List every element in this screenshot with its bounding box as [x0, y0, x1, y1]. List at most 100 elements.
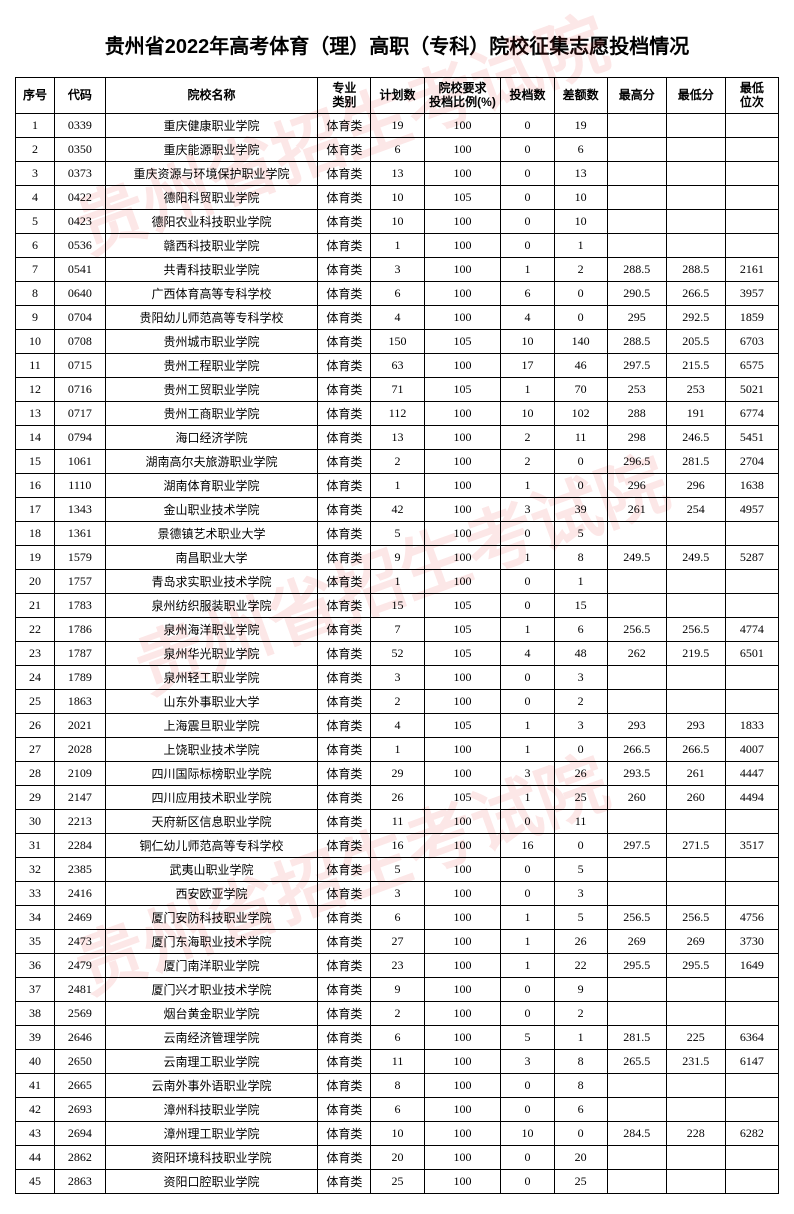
table-cell: 体育类 — [318, 497, 371, 521]
table-cell: 体育类 — [318, 881, 371, 905]
table-cell: 5 — [371, 857, 424, 881]
table-cell — [607, 881, 666, 905]
table-header-cell: 差额数 — [554, 78, 607, 114]
table-cell: 2694 — [54, 1121, 105, 1145]
table-cell — [607, 161, 666, 185]
table-cell: 3 — [501, 761, 554, 785]
table-cell: 256.5 — [666, 617, 725, 641]
table-cell: 100 — [424, 401, 501, 425]
table-cell — [725, 665, 778, 689]
table-cell: 体育类 — [318, 353, 371, 377]
table-cell — [725, 113, 778, 137]
table-row: 161110湖南体育职业学院体育类1100102962961638 — [16, 473, 779, 497]
table-cell: 4 — [501, 641, 554, 665]
table-cell — [725, 1169, 778, 1193]
page-title: 贵州省2022年高考体育（理）高职（专科）院校征集志愿投档情况 — [15, 30, 779, 59]
table-cell: 2693 — [54, 1097, 105, 1121]
table-cell: 2479 — [54, 953, 105, 977]
table-cell: 0 — [501, 593, 554, 617]
table-cell: 3517 — [725, 833, 778, 857]
table-cell — [666, 161, 725, 185]
table-cell — [607, 209, 666, 233]
table-cell: 288.5 — [607, 257, 666, 281]
table-cell: 1789 — [54, 665, 105, 689]
table-cell: 100 — [424, 113, 501, 137]
table-cell: 4957 — [725, 497, 778, 521]
table-cell — [725, 809, 778, 833]
table-cell: 296 — [607, 473, 666, 497]
table-cell: 0 — [554, 737, 607, 761]
table-cell: 100 — [424, 881, 501, 905]
table-cell: 3730 — [725, 929, 778, 953]
table-row: 211783泉州纺织服装职业学院体育类15105015 — [16, 593, 779, 617]
table-cell: 100 — [424, 833, 501, 857]
table-cell: 天府新区信息职业学院 — [105, 809, 318, 833]
table-cell: 0 — [501, 1001, 554, 1025]
table-cell: 0 — [501, 881, 554, 905]
table-cell: 1 — [554, 1025, 607, 1049]
table-cell: 2161 — [725, 257, 778, 281]
table-cell: 1 — [501, 737, 554, 761]
table-cell — [666, 521, 725, 545]
table-cell — [725, 161, 778, 185]
table-cell: 8 — [554, 545, 607, 569]
table-cell: 1 — [501, 713, 554, 737]
table-cell: 17 — [501, 353, 554, 377]
table-cell: 1 — [501, 785, 554, 809]
table-cell: 298 — [607, 425, 666, 449]
table-cell: 100 — [424, 209, 501, 233]
table-cell — [607, 977, 666, 1001]
table-cell: 0 — [501, 665, 554, 689]
table-cell: 体育类 — [318, 401, 371, 425]
table-cell: 贵州工程职业学院 — [105, 353, 318, 377]
table-row: 20350重庆能源职业学院体育类610006 — [16, 137, 779, 161]
table-cell: 0423 — [54, 209, 105, 233]
table-cell: 205.5 — [666, 329, 725, 353]
table-cell: 105 — [424, 713, 501, 737]
table-cell: 100 — [424, 1145, 501, 1169]
table-cell: 44 — [16, 1145, 55, 1169]
table-cell: 云南外事外语职业学院 — [105, 1073, 318, 1097]
table-cell: 4007 — [725, 737, 778, 761]
table-cell: 1787 — [54, 641, 105, 665]
table-cell — [725, 881, 778, 905]
table-cell: 13 — [16, 401, 55, 425]
table-cell: 0708 — [54, 329, 105, 353]
table-cell: 体育类 — [318, 329, 371, 353]
table-cell: 体育类 — [318, 569, 371, 593]
table-cell: 0 — [501, 977, 554, 1001]
table-cell: 0 — [501, 857, 554, 881]
table-cell: 0 — [501, 113, 554, 137]
table-row: 352473厦门东海职业技术学院体育类271001262692693730 — [16, 929, 779, 953]
table-cell: 35 — [16, 929, 55, 953]
table-cell: 219.5 — [666, 641, 725, 665]
table-cell — [607, 665, 666, 689]
table-cell: 105 — [424, 593, 501, 617]
table-cell: 100 — [424, 473, 501, 497]
table-cell: 1110 — [54, 473, 105, 497]
table-cell: 7 — [16, 257, 55, 281]
table-row: 90704贵阳幼儿师范高等专科学校体育类410040295292.51859 — [16, 305, 779, 329]
table-cell: 231.5 — [666, 1049, 725, 1073]
table-cell: 292.5 — [666, 305, 725, 329]
table-cell: 6 — [554, 617, 607, 641]
table-cell — [607, 857, 666, 881]
table-cell: 4 — [16, 185, 55, 209]
table-cell: 20 — [554, 1145, 607, 1169]
table-cell: 100 — [424, 953, 501, 977]
table-cell: 1783 — [54, 593, 105, 617]
table-cell: 体育类 — [318, 1097, 371, 1121]
table-cell: 295.5 — [666, 953, 725, 977]
table-cell: 100 — [424, 569, 501, 593]
table-header-cell: 代码 — [54, 78, 105, 114]
table-cell: 11 — [554, 809, 607, 833]
table-cell: 体育类 — [318, 113, 371, 137]
table-row: 60536赣西科技职业学院体育类110001 — [16, 233, 779, 257]
table-cell: 1 — [554, 233, 607, 257]
table-cell — [666, 1001, 725, 1025]
table-cell: 102 — [554, 401, 607, 425]
table-row: 80640广西体育高等专科学校体育类610060290.5266.53957 — [16, 281, 779, 305]
table-cell: 2 — [554, 1001, 607, 1025]
table-cell: 共青科技职业学院 — [105, 257, 318, 281]
table-cell: 2213 — [54, 809, 105, 833]
